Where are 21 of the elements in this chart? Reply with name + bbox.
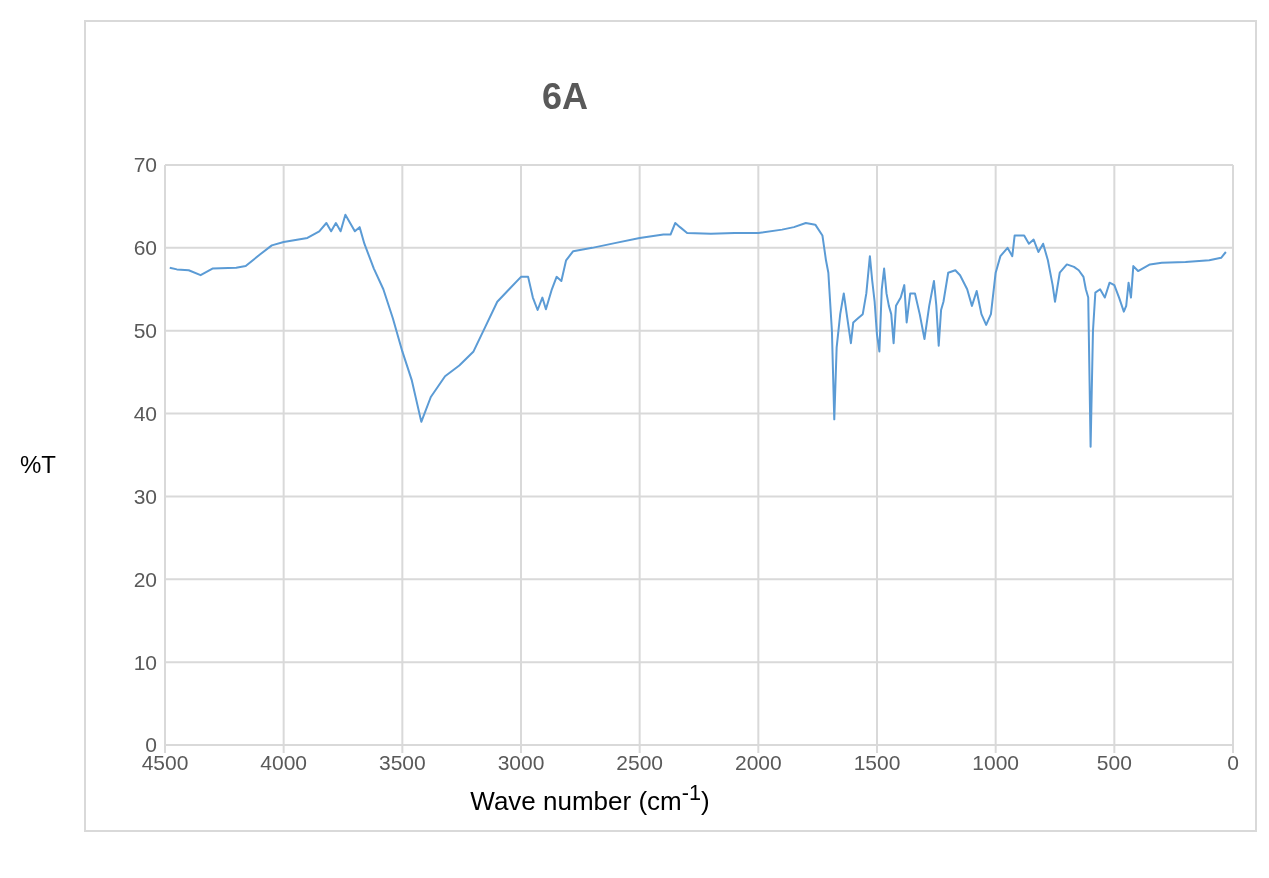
y-tick-label: 60	[133, 236, 157, 260]
y-tick-label: 20	[133, 567, 157, 591]
x-tick-label: 0	[1227, 750, 1239, 774]
x-tick-label: 2500	[616, 750, 664, 774]
y-axis-title: %T	[19, 451, 57, 479]
chart-title: 6A	[541, 76, 589, 118]
y-tick-label: 40	[133, 402, 157, 426]
x-tick-label: 3500	[378, 750, 426, 774]
line-series	[168, 213, 1227, 448]
x-tick-label: 3000	[497, 750, 545, 774]
y-tick-label: 0	[145, 733, 157, 757]
y-tick-label: 30	[133, 484, 157, 508]
x-tick-label: 1500	[853, 750, 901, 774]
x-tick-label: 4000	[260, 750, 308, 774]
y-tick-label: 50	[133, 319, 157, 343]
y-tick-label: 10	[133, 650, 157, 674]
x-tick-label: 1000	[972, 750, 1020, 774]
x-tick-label: 2000	[734, 750, 782, 774]
x-tick-label: 500	[1096, 750, 1132, 774]
y-tick-label: 70	[133, 153, 157, 177]
x-axis-title: Wave number (cm$^{-1}$)	[469, 780, 711, 817]
